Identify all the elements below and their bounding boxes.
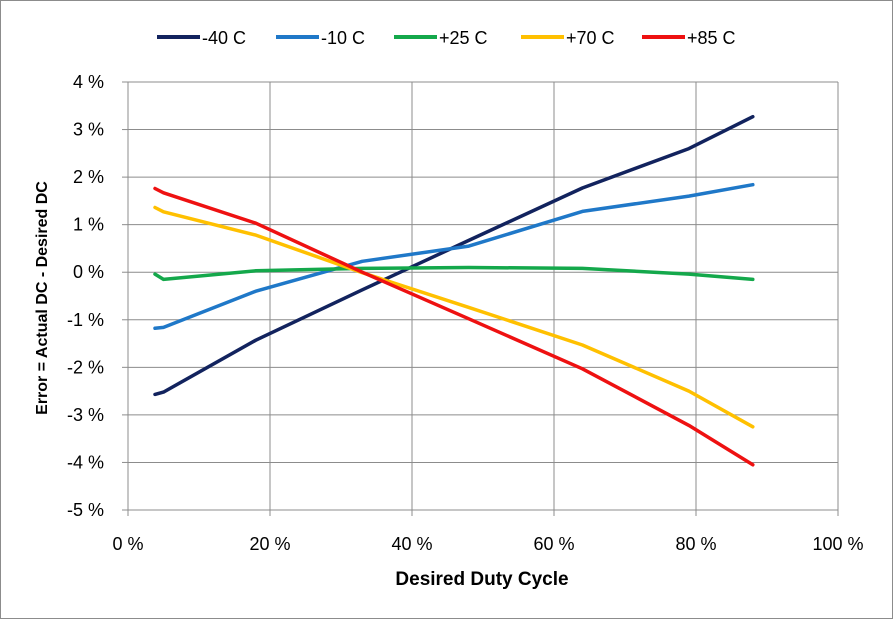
x-tick-label: 20 % xyxy=(249,534,290,554)
y-tick-label: -1 % xyxy=(67,310,104,330)
y-tick-label: -5 % xyxy=(67,500,104,520)
y-tick-label: -4 % xyxy=(67,452,104,472)
x-tick-label: 80 % xyxy=(675,534,716,554)
legend-label: -40 C xyxy=(202,28,246,48)
y-tick-label: 4 % xyxy=(73,72,104,92)
legend-label: -10 C xyxy=(321,28,365,48)
y-tick-label: 0 % xyxy=(73,262,104,282)
legend-label: +85 C xyxy=(687,28,736,48)
chart-gridlines xyxy=(127,81,839,511)
y-tick-label: 2 % xyxy=(73,167,104,187)
legend: -40 C -10 C +25 C +70 C +85 C xyxy=(157,28,736,48)
x-axis-ticks: 0 % 20 % 40 % 60 % 80 % 100 % xyxy=(112,510,864,554)
x-axis-title: Desired Duty Cycle xyxy=(395,569,568,590)
y-tick-label: 3 % xyxy=(73,120,104,140)
y-tick-label: 1 % xyxy=(73,215,104,235)
x-tick-label: 60 % xyxy=(533,534,574,554)
legend-label: +25 C xyxy=(439,28,488,48)
legend-label: +70 C xyxy=(566,28,615,48)
y-axis-ticks: 4 % 3 % 2 % 1 % 0 % -1 % -2 % -3 % -4 % -5 % xyxy=(67,72,128,520)
series-line-10c xyxy=(153,182,755,331)
y-tick-label: -3 % xyxy=(67,405,104,425)
chart-series-lines xyxy=(153,114,755,467)
x-tick-label: 40 % xyxy=(391,534,432,554)
x-tick-label: 0 % xyxy=(112,534,143,554)
series-line-70c xyxy=(153,205,755,429)
x-tick-label: 100 % xyxy=(812,534,863,554)
y-axis-title: Error = Actual DC - Desired DC xyxy=(34,181,51,415)
series-line-85c xyxy=(153,186,755,467)
y-tick-label: -2 % xyxy=(67,357,104,377)
series-line-25c xyxy=(153,265,755,282)
series-line-40c xyxy=(153,114,755,397)
